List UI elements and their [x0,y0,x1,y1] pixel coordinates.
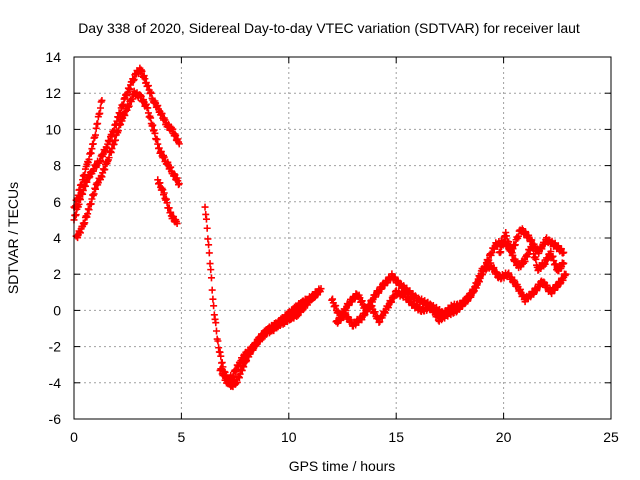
x-tick-label: 25 [603,429,619,445]
x-tick-label: 20 [496,429,512,445]
data-point [202,215,210,223]
x-axis-label: GPS time / hours [289,458,396,474]
data-point [175,180,183,188]
x-tick-label: 0 [70,429,78,445]
data-point [207,266,215,274]
data-point [98,96,106,104]
data-point [205,241,213,249]
series-track-c [70,96,106,212]
chart-title: Day 338 of 2020, Sidereal Day-to-day VTE… [78,20,580,36]
data-point [217,352,225,360]
data-point [212,327,220,335]
y-tick-label: 8 [53,158,61,174]
y-tick-label: 6 [53,194,61,210]
y-tick-label: 4 [53,230,61,246]
series-track-f [216,288,321,387]
data-point [203,224,211,232]
y-tick-label: -4 [49,375,62,391]
data-point [210,302,218,310]
data-point [209,295,217,303]
data-point [313,288,321,296]
x-tick-label: 10 [281,429,297,445]
data-point [207,274,215,282]
y-tick-label: -2 [49,339,62,355]
data-point [214,337,222,345]
data-point [560,248,568,256]
x-tick-label: 15 [388,429,404,445]
series-track-i [495,228,568,275]
data-point [317,285,325,293]
data-point [91,131,99,139]
series-track-b [72,87,183,242]
series-track-h [332,259,570,330]
y-tick-label: 2 [53,266,61,282]
y-tick-label: 14 [45,49,61,65]
plot-frame [73,56,612,420]
data-point [208,286,216,294]
data-points [70,64,570,391]
y-tick-label: 10 [45,121,61,137]
data-point [94,120,102,128]
data-point [96,104,104,112]
data-point [205,249,213,257]
data-point [532,255,540,263]
data-point [206,260,214,268]
data-point [173,220,181,228]
data-point [212,319,220,327]
y-tick-label: 12 [45,85,61,101]
data-point [204,235,212,243]
data-point [175,140,183,148]
x-tick-label: 5 [178,429,186,445]
data-point [562,270,570,278]
axis-ticks: 0 5 10 15 20 25 -6 -4 -2 0 2 4 6 8 10 12 14 [45,49,619,445]
series-track-d [154,176,181,228]
y-axis-label: SDTVAR / TECUs [5,182,21,294]
data-point [201,203,209,211]
y-tick-label: -6 [49,411,62,427]
series-track-e [201,203,325,391]
y-tick-label: 0 [53,302,61,318]
data-point [560,259,568,267]
